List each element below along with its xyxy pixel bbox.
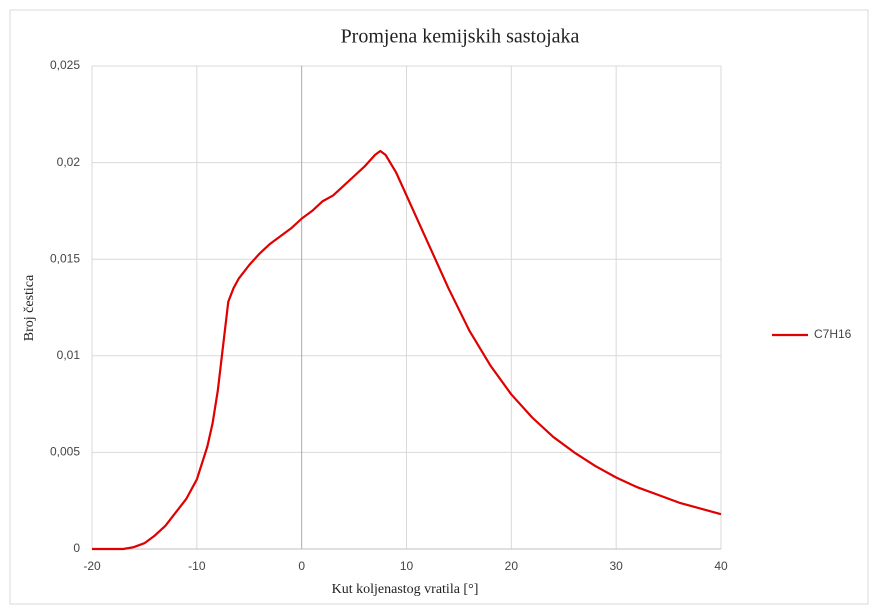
y-tick-label: 0,005 [50, 445, 80, 459]
x-tick-label: 0 [298, 559, 305, 573]
y-axis-label: Broj čestica [22, 274, 37, 341]
x-tick-label: 10 [400, 559, 414, 573]
chart-border [9, 9, 869, 605]
y-tick-label: 0 [73, 541, 80, 555]
x-tick-label: -20 [83, 559, 101, 573]
y-tick-label: 0,01 [57, 348, 81, 362]
y-tick-label: 0,02 [57, 155, 81, 169]
chart-title: Promjena kemijskih sastojaka [341, 26, 580, 48]
legend-label: C7H16 [814, 327, 852, 341]
x-tick-label: 40 [714, 559, 728, 573]
x-tick-label: 20 [505, 559, 519, 573]
x-axis-label: Kut koljenastog vratila [°] [332, 582, 479, 597]
x-tick-label: -10 [188, 559, 206, 573]
x-tick-label: 30 [609, 559, 623, 573]
y-tick-label: 0,015 [50, 251, 80, 265]
y-tick-label: 0,025 [50, 58, 80, 72]
data-line [92, 149, 722, 551]
